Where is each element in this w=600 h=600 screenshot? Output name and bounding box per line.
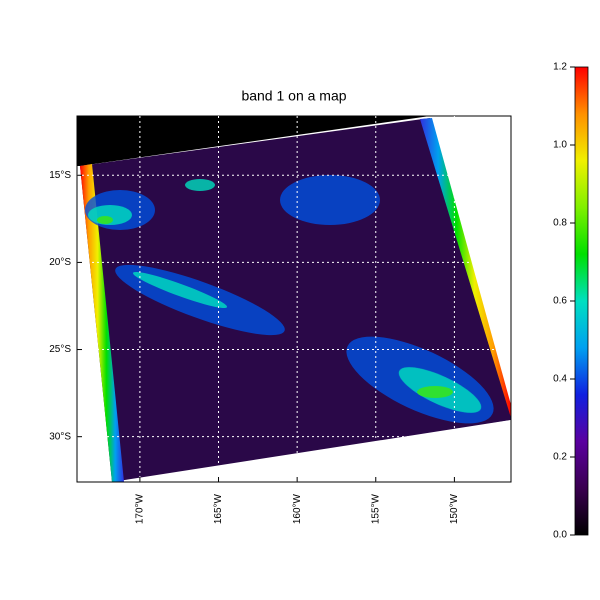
map-title: band 1 on a map — [241, 88, 346, 104]
colorbar-tick-label: 0.8 — [553, 218, 567, 229]
colorbar-tick-label: 1.2 — [553, 62, 567, 73]
x-tick-label: 155°W — [370, 493, 381, 524]
colorbar-tick-label: 0.4 — [553, 374, 567, 385]
x-tick-label: 160°W — [292, 493, 303, 524]
x-tick-label: 165°W — [213, 493, 224, 524]
y-tick-label: 30°S — [49, 431, 71, 442]
x-tick-label: 150°W — [449, 493, 460, 524]
y-tick-label: 15°S — [49, 170, 71, 181]
y-tick-label: 20°S — [49, 257, 71, 268]
colorbar — [574, 66, 589, 536]
y-tick-label: 25°S — [49, 344, 71, 355]
x-tick-label: 170°W — [135, 493, 146, 524]
map-frame — [76, 115, 512, 483]
satellite-image — [77, 116, 511, 482]
colorbar-tick-label: 0.0 — [553, 530, 567, 541]
colorbar-tick-label: 0.6 — [553, 296, 567, 307]
colorbar-tick-label: 1.0 — [553, 140, 567, 151]
colorbar-tick-label: 0.2 — [553, 452, 567, 463]
